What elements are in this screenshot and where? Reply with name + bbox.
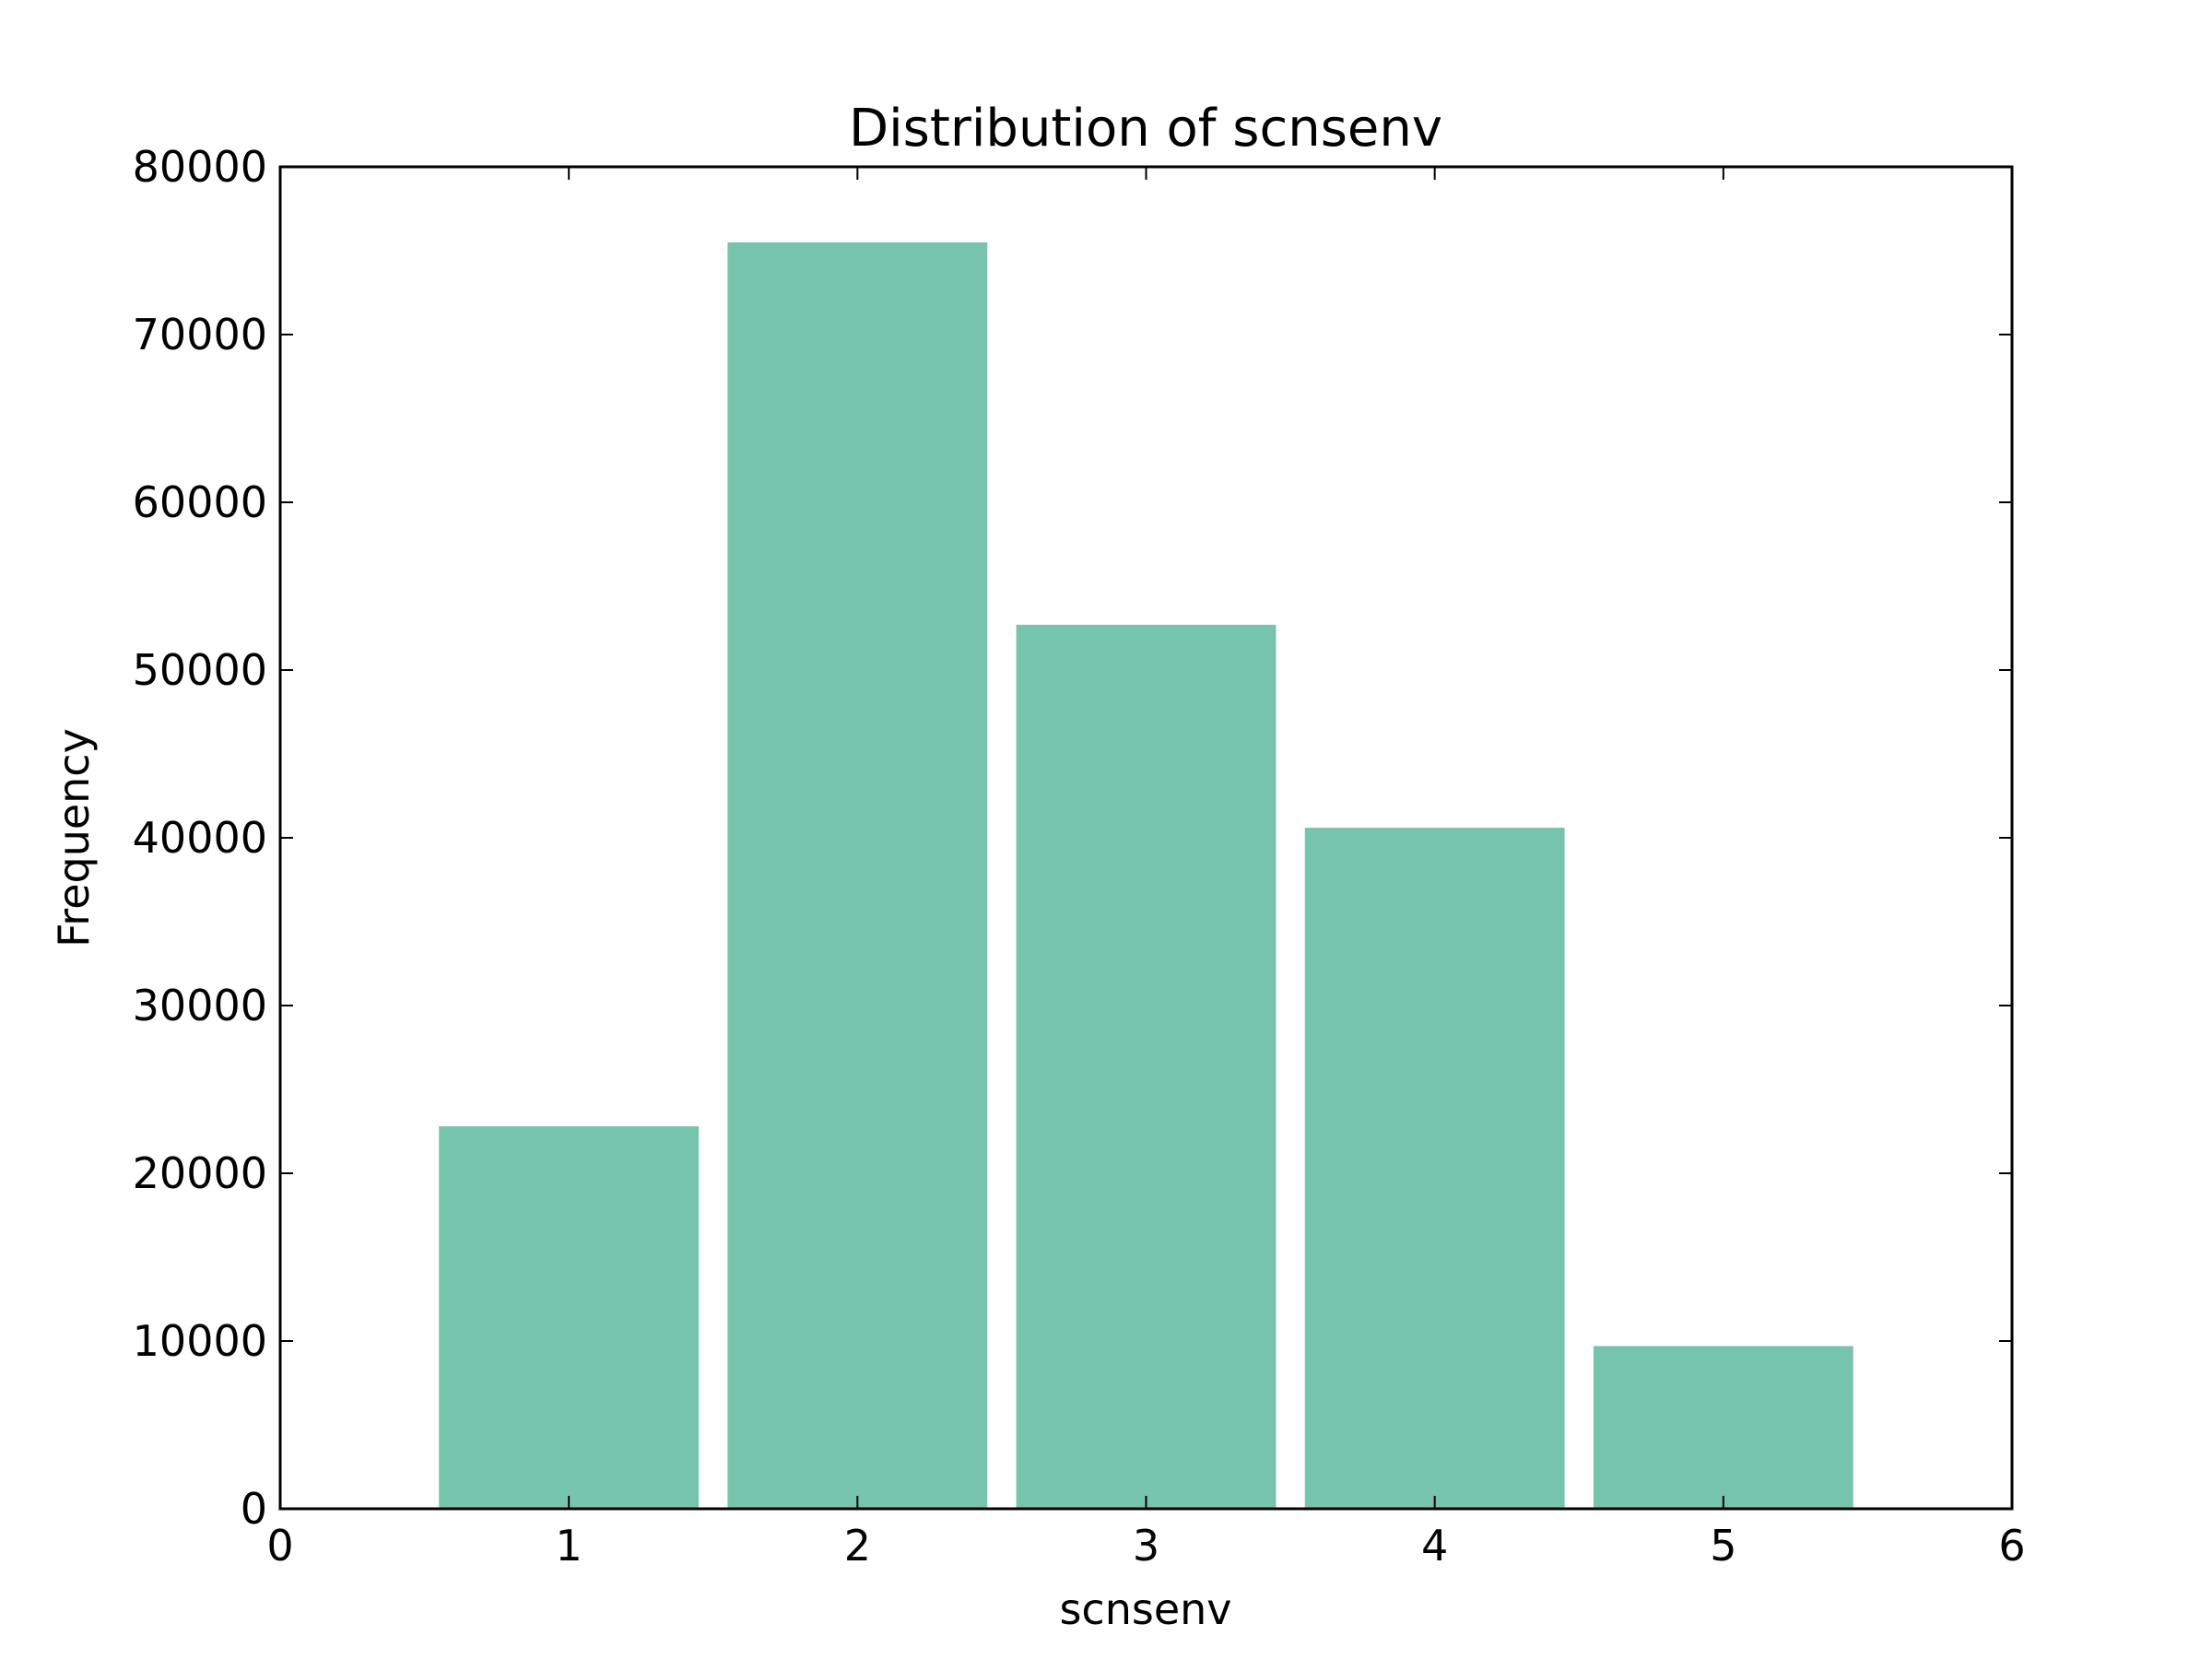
x-axis-title: scnsenv <box>1059 1584 1231 1634</box>
y-tick-label-10000: 10000 <box>133 1316 267 1366</box>
bar-2 <box>727 241 988 1509</box>
x-tick-label-1: 1 <box>556 1521 582 1571</box>
x-tick-label-5: 5 <box>1710 1521 1736 1571</box>
bars-group <box>439 241 1853 1509</box>
x-tick-label-6: 6 <box>1998 1521 2025 1571</box>
y-tick-label-20000: 20000 <box>133 1148 267 1198</box>
x-tick-label-4: 4 <box>1421 1521 1448 1571</box>
y-axis-title: Frequency <box>49 728 99 947</box>
x-tick-label-3: 3 <box>1133 1521 1159 1571</box>
bar-3 <box>1016 624 1277 1509</box>
x-tick-label-2: 2 <box>844 1521 871 1571</box>
tick-labels-group: 0 1 2 3 4 5 6 0 10000 20000 30000 40000 50000 60000 70… <box>133 142 2026 1571</box>
ticks-group <box>279 166 2013 1510</box>
bar-4 <box>1304 828 1565 1509</box>
y-tick-label-70000: 70000 <box>133 310 267 359</box>
y-tick-label-50000: 50000 <box>133 645 267 695</box>
y-tick-label-40000: 40000 <box>133 813 267 863</box>
y-tick-label-0: 0 <box>241 1484 267 1534</box>
y-tick-label-30000: 30000 <box>133 981 267 1030</box>
y-tick-label-80000: 80000 <box>133 142 267 192</box>
x-tick-label-0: 0 <box>266 1521 293 1571</box>
bar-5 <box>1593 1346 1853 1509</box>
y-tick-label-60000: 60000 <box>133 477 267 527</box>
bar-1 <box>439 1126 700 1509</box>
chart-title: Distribution of scnsenv <box>849 99 1442 159</box>
